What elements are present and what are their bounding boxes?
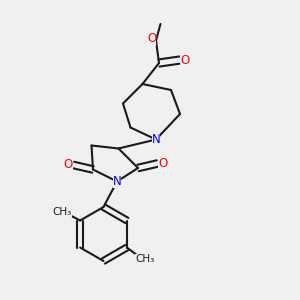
Text: N: N — [152, 133, 160, 146]
Text: CH₃: CH₃ — [135, 254, 154, 264]
Text: O: O — [147, 32, 156, 46]
Text: O: O — [158, 157, 167, 170]
Text: CH₃: CH₃ — [52, 207, 72, 218]
Text: O: O — [180, 53, 189, 67]
Text: N: N — [112, 175, 122, 188]
Text: O: O — [64, 158, 73, 172]
